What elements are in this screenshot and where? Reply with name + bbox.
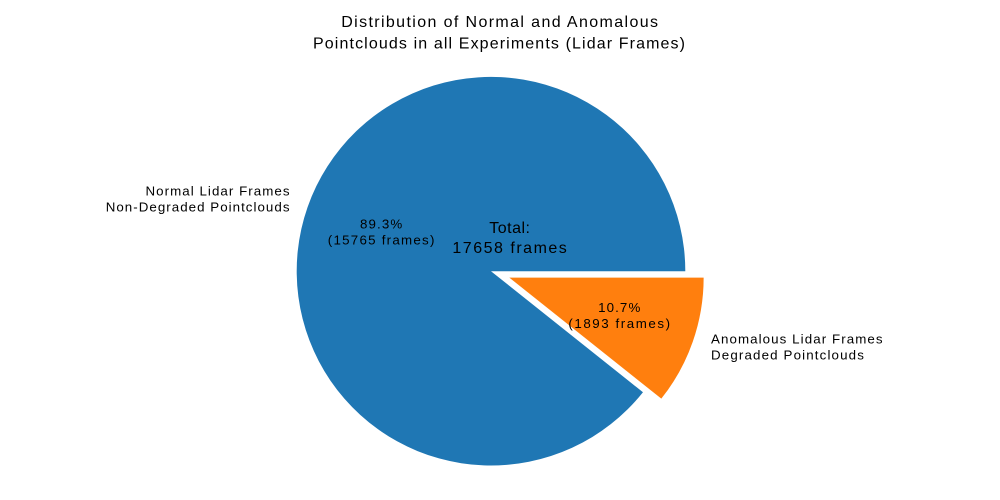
svg-text:Normal Lidar Frames: Normal Lidar Frames — [146, 184, 290, 199]
svg-text:17658 frames: 17658 frames — [452, 240, 566, 257]
svg-text:Pointclouds in all Experiments: Pointclouds in all Experiments (Lidar Fr… — [313, 35, 685, 52]
svg-text:10.7%: 10.7% — [598, 300, 640, 315]
svg-text:89.3%: 89.3% — [360, 216, 402, 231]
svg-text:Anomalous Lidar Frames: Anomalous Lidar Frames — [711, 331, 883, 346]
svg-text:Non-Degraded Pointclouds: Non-Degraded Pointclouds — [106, 200, 290, 215]
svg-text:Distribution of Normal and Ano: Distribution of Normal and Anomalous — [341, 14, 658, 31]
svg-text:(15765 frames): (15765 frames) — [328, 232, 435, 247]
svg-text:(1893 frames): (1893 frames) — [568, 316, 670, 331]
svg-text:Degraded Pointclouds: Degraded Pointclouds — [711, 347, 864, 362]
svg-text:Total:: Total: — [489, 220, 530, 237]
